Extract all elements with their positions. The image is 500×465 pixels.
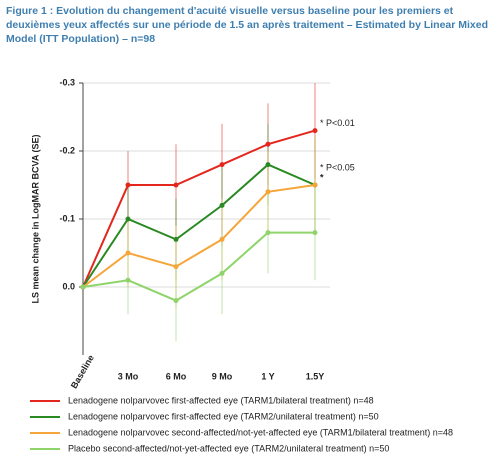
series-line [82,184,316,288]
x-tick-label: 1 Y [261,371,274,381]
data-point [219,202,225,208]
data-point [125,182,131,188]
data-point [265,189,271,195]
legend-label: Placebo second-affected/not-yet-affected… [68,443,389,453]
data-point [125,250,131,256]
data-point [80,284,86,290]
data-point [219,270,225,276]
data-point [265,230,271,236]
legend-label: Lenadogene nolparvovec first-affected ey… [68,395,374,405]
legend-label: Lenadogene nolparvovec second-affected/n… [68,427,453,437]
annotation: * [320,173,324,183]
y-axis-label: LS mean change in LogMAR BCVA (SE) [30,134,40,303]
data-point [312,182,318,188]
y-tick-label: 0.0 [62,281,75,291]
x-tick-label: 1.5Y [306,371,325,381]
x-tick-label: Baseline [69,353,96,390]
y-tick-label: -0.1 [59,213,75,223]
annotation: * P<0.05 [320,162,355,172]
series-line [82,231,315,302]
data-point [173,182,179,188]
data-point [312,230,318,236]
data-point [219,236,225,242]
data-point [173,298,179,304]
series-line [82,163,316,288]
data-point [265,162,271,168]
series-line [82,129,316,288]
legend-label: Lenadogene nolparvovec first-affected ey… [68,411,379,421]
data-point [312,128,318,134]
x-tick-label: 9 Mo [212,371,233,381]
y-tick-label: -0.3 [59,77,75,87]
data-point [265,141,271,147]
y-tick-label: -0.2 [59,145,75,155]
data-point [125,277,131,283]
data-point [173,236,179,242]
data-point [173,264,179,270]
data-point [219,162,225,168]
x-tick-label: 6 Mo [166,371,187,381]
chart-title: Figure 1 : Evolution du changement d'acu… [6,5,489,45]
annotation: * P<0.01 [320,118,355,128]
data-point [125,216,131,222]
x-tick-label: 3 Mo [118,371,139,381]
